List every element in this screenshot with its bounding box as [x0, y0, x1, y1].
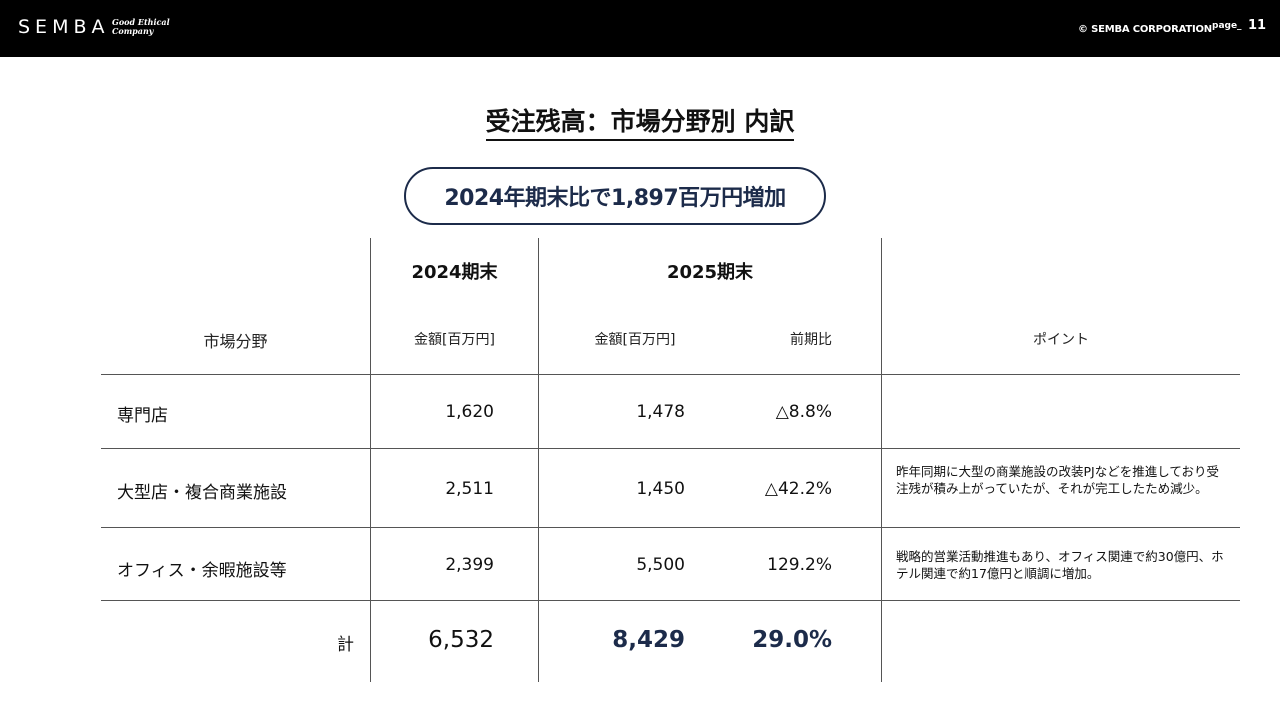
- table-divider-h1: [101, 374, 1240, 375]
- header-2024: 2024期末: [411, 262, 498, 283]
- row-point: 戦略的営業活動推進もあり、オフィス関連で約30億円、ホテル関連で約17億円と順調…: [896, 549, 1224, 581]
- table-divider-v2: [538, 238, 539, 682]
- row-value-2024: 2,511: [445, 479, 494, 499]
- row-ratio: △42.2%: [764, 479, 832, 499]
- top-bar: SEMBA Good Ethical Company © SEMBA CORPO…: [0, 0, 1280, 57]
- row-ratio: 129.2%: [767, 555, 832, 575]
- table-divider-h2: [101, 448, 1240, 449]
- header-point: ポイント: [1033, 332, 1089, 348]
- row-value-2025: 1,450: [636, 479, 685, 499]
- total-value-2024: 6,532: [428, 627, 494, 653]
- tagline-line-1: Good Ethical: [112, 17, 170, 27]
- header-amount-2025: 金額[百万円]: [594, 332, 676, 348]
- page-label: page_: [1212, 21, 1242, 31]
- table-divider-h4: [101, 600, 1240, 601]
- table-divider-v3: [881, 238, 882, 682]
- header-2025: 2025期末: [666, 262, 754, 283]
- slide-title: 受注残高：市場分野別 内訳: [0, 102, 1280, 141]
- row-label: 専門店: [117, 406, 168, 426]
- header-market: 市場分野: [203, 332, 268, 351]
- header-ratio: 前期比: [790, 332, 832, 348]
- copyright-text: © SEMBA CORPORATION: [1078, 24, 1212, 35]
- header-amount-2024: 金額[百万円]: [414, 332, 495, 348]
- table-divider-v1: [370, 238, 371, 682]
- total-label: 計: [337, 635, 354, 655]
- company-logo: SEMBA: [18, 16, 110, 38]
- row-point: 昨年同期に大型の商業施設の改装PJなどを推進しており受注残が積み上がっていたが、…: [896, 464, 1219, 496]
- row-label: 大型店・複合商業施設: [117, 483, 287, 503]
- row-value-2024: 1,620: [445, 402, 494, 422]
- logo-tagline: Good Ethical Company: [112, 18, 170, 36]
- total-ratio: 29.0%: [752, 627, 832, 653]
- highlight-pill: 2024年期末比で1,897百万円増加: [404, 167, 826, 225]
- table-divider-h3: [101, 527, 1240, 528]
- total-value-2025: 8,429: [612, 627, 685, 653]
- slide-title-text: 受注残高：市場分野別 内訳: [485, 107, 795, 141]
- row-ratio: △8.8%: [775, 402, 832, 422]
- row-value-2024: 2,399: [445, 555, 494, 575]
- row-value-2025: 1,478: [636, 402, 685, 422]
- row-label: オフィス・余暇施設等: [117, 561, 287, 581]
- tagline-line-2: Company: [112, 26, 154, 36]
- page-number: 11: [1248, 18, 1267, 33]
- row-value-2025: 5,500: [636, 555, 685, 575]
